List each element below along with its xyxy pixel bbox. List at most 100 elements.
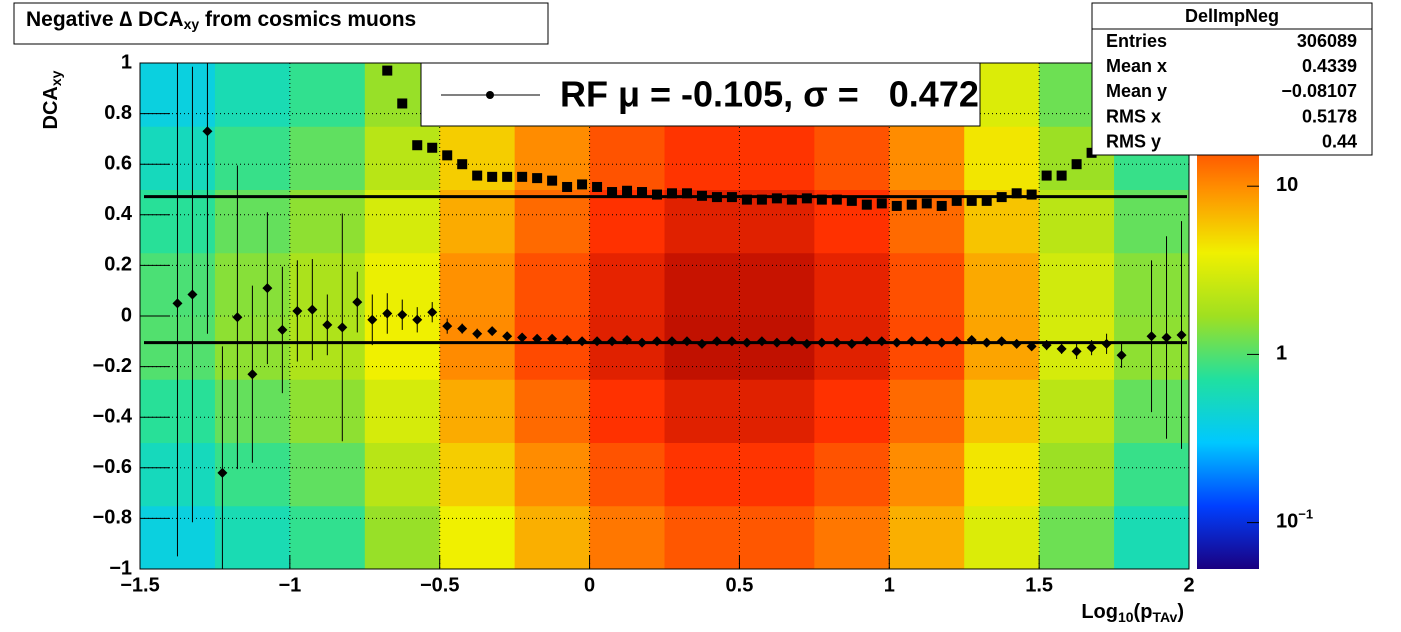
square-marker [936,200,947,211]
heat-cell [439,189,516,254]
y-tick-label: 0.2 [104,254,132,276]
diamond-marker [1056,343,1067,354]
z-tick-label: 10−1 [1276,506,1313,533]
text-part: Log [1081,601,1118,623]
heat-cell [214,189,291,254]
x-tick-label: −1.5 [120,574,159,596]
diamond-marker [517,332,528,343]
heat-cell [739,379,815,443]
subscript: TAv [1152,609,1177,625]
x-tick-label: 2 [1183,574,1194,596]
heat-cell [289,442,366,507]
heat-cell [514,316,591,380]
stats-value: 0.4339 [1302,56,1357,76]
y-tick-label: 0 [121,304,132,326]
heat-cell [1114,189,1189,254]
y-tick-label: 0.6 [104,152,132,174]
square-marker [652,189,663,200]
square-marker [906,199,917,210]
heat-cell [739,252,815,317]
subscript: xy [184,16,200,32]
square-marker [951,195,962,206]
y-tick-label: 1 [121,51,132,73]
heat-cell [964,379,1040,443]
square-marker [921,198,932,209]
square-marker [681,188,692,199]
diamond-marker [412,314,423,325]
heat-cell [964,316,1040,380]
subscript: xy [48,70,64,86]
diamond-marker [487,326,498,337]
y-tick-label: −0.8 [93,507,132,529]
diamond-marker [442,321,453,332]
square-marker [831,194,842,205]
diamond-marker [337,322,348,333]
text-part: 10 [1276,511,1298,533]
x-tick-label: 1.5 [1025,574,1053,596]
square-marker [592,181,603,192]
heat-cell [439,505,516,569]
square-marker [472,170,483,181]
square-marker [816,194,827,205]
heat-cell [814,252,890,317]
square-marker [457,159,468,170]
diamond-marker [457,323,468,334]
heat-cell [889,442,965,507]
heat-cell [889,316,965,380]
square-marker [801,193,812,204]
square-marker [741,194,752,205]
square-marker [966,195,977,206]
square-marker [756,194,767,205]
square-marker [622,185,633,196]
y-tick-label: −0.6 [93,456,132,478]
heat-cell [664,252,740,317]
x-axis-label: Log10(pTAv) [1081,601,1184,624]
diamond-marker [1116,350,1127,361]
heat-cell [439,442,516,507]
heat-cell [514,505,591,569]
square-marker [562,181,573,192]
square-marker [397,98,408,109]
square-marker [427,142,438,153]
heat-cell [964,252,1040,317]
diamond-marker [427,307,438,318]
square-marker [876,198,887,209]
stats-value: 306089 [1297,31,1357,51]
square-marker [517,171,528,182]
x-tick-label: 0 [584,574,595,596]
diamond-marker [202,126,213,137]
heat-cell [289,505,366,569]
superscript: −1 [1298,506,1313,521]
x-tick-label: 0.5 [726,574,754,596]
heat-cell [1039,505,1115,569]
heat-cell [1039,442,1115,507]
heat-cell [964,126,1040,190]
diamond-marker [262,283,273,294]
heat-cell [364,379,441,443]
diamond-marker [292,305,303,316]
heat-cell [214,126,291,190]
text-part: from cosmics muons [199,8,416,31]
stats-label: Mean y [1106,81,1167,101]
heat-cell [589,505,665,569]
text-part: ) [1177,601,1184,623]
heat-cell [664,126,740,190]
text-part: 1 [1276,343,1287,365]
stats-label: Mean x [1106,56,1167,76]
heat-cell [214,63,291,127]
heat-cell [889,379,965,443]
y-tick-label: −0.4 [93,405,133,427]
diamond-marker [1176,329,1187,340]
heat-cell [1039,252,1115,317]
square-marker [846,195,857,206]
heat-cell [514,442,591,507]
diamond-marker [502,331,513,342]
diamond-marker [172,298,183,309]
stats-box [1091,2,1373,156]
heat-cell [364,505,441,569]
text-part: 10 [1276,174,1298,196]
square-marker [412,140,423,151]
heat-cell [739,505,815,569]
heat-cell [964,505,1040,569]
